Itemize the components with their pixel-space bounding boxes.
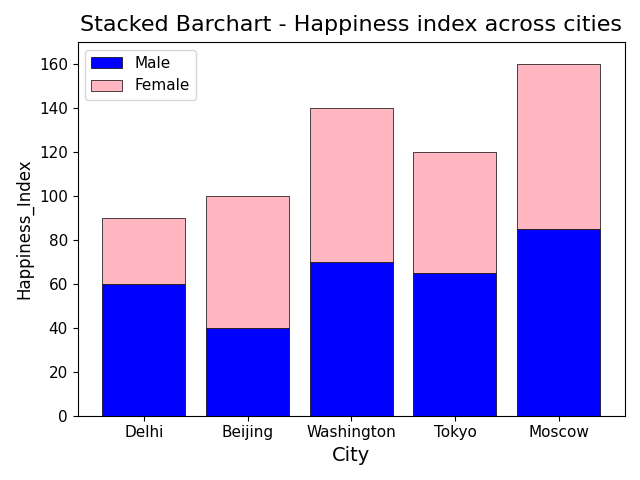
Legend: Male, Female: Male, Female <box>85 50 196 100</box>
Y-axis label: Happiness_Index: Happiness_Index <box>15 158 33 299</box>
Bar <box>517 64 600 229</box>
Bar <box>517 229 600 416</box>
X-axis label: City: City <box>332 446 371 465</box>
Bar <box>413 273 497 416</box>
Bar <box>102 284 186 416</box>
Bar <box>310 108 393 262</box>
Bar <box>310 262 393 416</box>
Title: Stacked Barchart - Happiness index across cities: Stacked Barchart - Happiness index acros… <box>80 15 622 35</box>
Bar <box>206 196 289 328</box>
Bar <box>102 218 186 284</box>
Bar <box>206 328 289 416</box>
Bar <box>413 152 497 273</box>
